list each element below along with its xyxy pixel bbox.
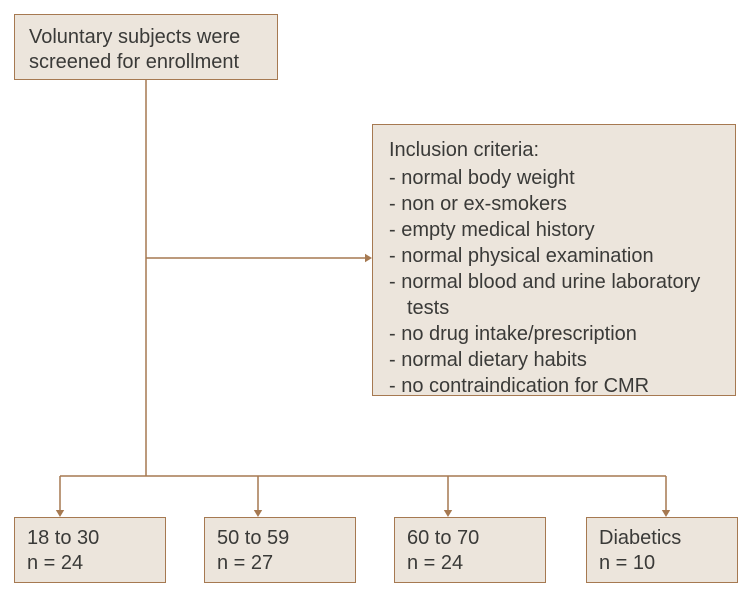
outcome-1-line1: 18 to 30	[27, 526, 155, 551]
outcome-4-line2: n = 10	[599, 551, 727, 576]
criteria-item: no drug intake/prescription	[389, 321, 719, 347]
criteria-item: normal body weight	[389, 165, 719, 191]
criteria-box: Inclusion criteria: normal body weightno…	[372, 124, 736, 396]
outcome-4-line1: Diabetics	[599, 526, 727, 551]
criteria-item: normal blood and urine laboratory tests	[389, 269, 719, 321]
outcome-2-line2: n = 27	[217, 551, 345, 576]
criteria-title: Inclusion criteria:	[389, 137, 719, 163]
outcome-3-line1: 60 to 70	[407, 526, 535, 551]
criteria-item: normal dietary habits	[389, 347, 719, 373]
outcome-box-4: Diabetics n = 10	[586, 517, 738, 583]
criteria-item: no contraindication for CMR	[389, 373, 719, 399]
criteria-item: empty medical history	[389, 217, 719, 243]
criteria-items: normal body weightnon or ex-smokersempty…	[389, 165, 719, 399]
criteria-item: non or ex-smokers	[389, 191, 719, 217]
outcome-2-line1: 50 to 59	[217, 526, 345, 551]
outcome-box-2: 50 to 59 n = 27	[204, 517, 356, 583]
screening-line2: screened for enrollment	[29, 50, 263, 75]
outcome-1-line2: n = 24	[27, 551, 155, 576]
screening-line1: Voluntary subjects were	[29, 25, 263, 50]
screening-box: Voluntary subjects were screened for enr…	[14, 14, 278, 80]
outcome-box-1: 18 to 30 n = 24	[14, 517, 166, 583]
outcome-box-3: 60 to 70 n = 24	[394, 517, 546, 583]
outcome-3-line2: n = 24	[407, 551, 535, 576]
criteria-item: normal physical examination	[389, 243, 719, 269]
flowchart-stage: Voluntary subjects were screened for enr…	[0, 0, 753, 598]
